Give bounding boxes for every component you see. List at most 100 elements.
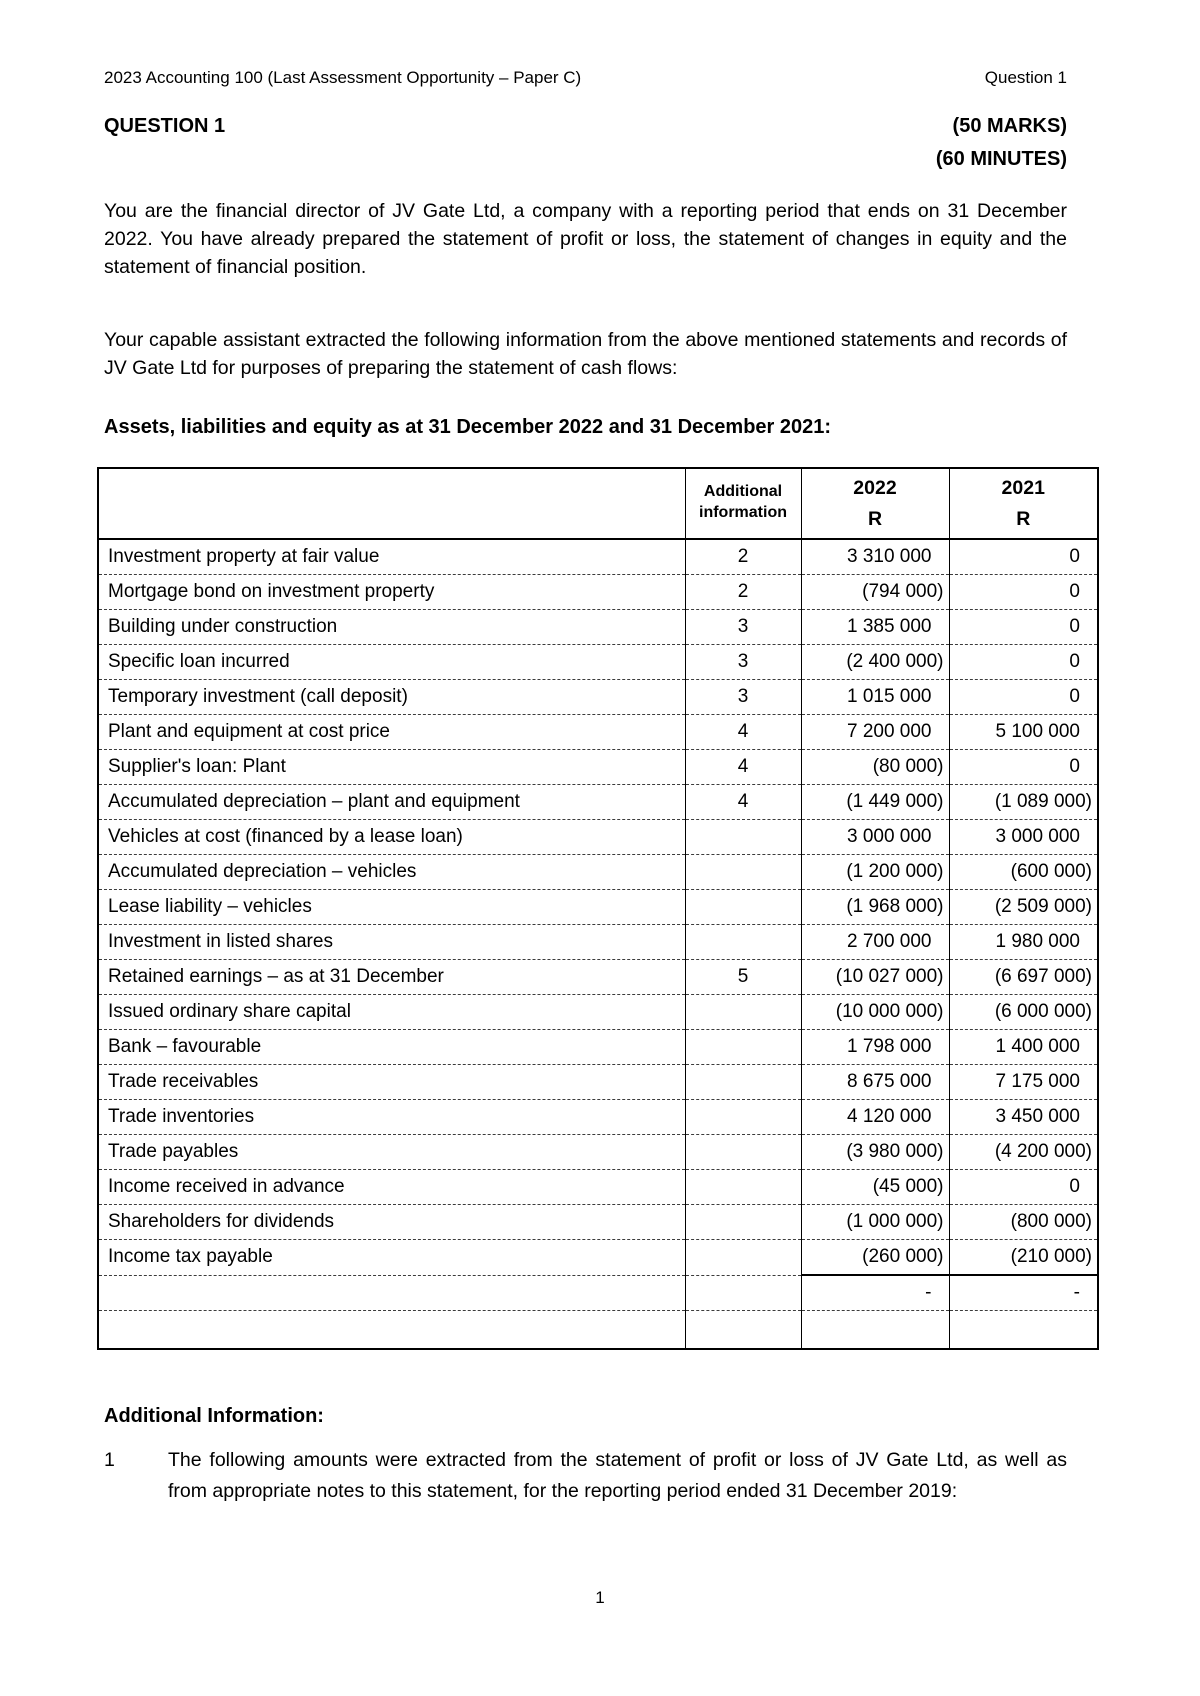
row-info-cell: 4 [684,784,802,820]
row-info-cell [684,1029,802,1065]
row-2021-cell: (600 000) [948,854,1099,890]
row-label-cell: Accumulated depreciation – vehicles [97,854,686,890]
row-label-cell [97,1274,686,1311]
row-info-cell [684,1204,802,1240]
row-2021-cell: 0 [948,679,1099,715]
row-2022-cell: - [800,1274,950,1311]
row-2022-cell: (3 980 000) [800,1134,950,1170]
minutes-row: (60 MINUTES) [104,147,1067,171]
row-label-cell: Lease liability – vehicles [97,889,686,925]
row-label-cell: Investment property at fair value [97,538,686,575]
marks-label: (50 MARKS) [952,115,1067,137]
header-question-label: Question 1 [984,68,1067,87]
table-heading: Assets, liabilities and equity as at 31 … [104,416,832,438]
row-info-cell [684,854,802,890]
row-2021-cell: 7 175 000 [948,1064,1099,1100]
row-info-cell [684,924,802,960]
table-row: Retained earnings – as at 31 December 5 … [97,959,1099,995]
row-2021-cell: (2 509 000) [948,889,1099,925]
row-label-cell: Accumulated depreciation – plant and equ… [97,784,686,820]
additional-info-line1: Additional [703,483,783,500]
currency-2022-label: R [867,508,883,530]
year-2022-column-header: 2022 R [800,467,950,540]
row-2022-cell: (1 968 000) [800,889,950,925]
row-2022-cell: 1 015 000 [800,679,950,715]
question-title: QUESTION 1 [104,115,226,137]
table-row: Trade inventories 4 120 000 3 450 000 [97,1099,1099,1135]
row-2021-cell: (800 000) [948,1204,1099,1240]
row-label-cell: Issued ordinary share capital [97,994,686,1030]
row-2022-cell: 4 120 000 [800,1099,950,1135]
row-2021-cell: (6 697 000) [948,959,1099,995]
row-label-cell: Investment in listed shares [97,924,686,960]
table-row: Investment property at fair value 2 3 31… [97,538,1099,575]
row-info-cell [684,1134,802,1170]
row-2022-cell: (260 000) [800,1239,950,1276]
row-2022-cell: 1 798 000 [800,1029,950,1065]
year-2021-column-header: 2021 R [948,467,1099,540]
table-row: Temporary investment (call deposit) 3 1 … [97,679,1099,715]
row-2021-cell: 1 400 000 [948,1029,1099,1065]
row-2021-cell: (6 000 000) [948,994,1099,1030]
balance-table-body: Investment property at fair value 2 3 31… [97,538,1099,1349]
row-label-cell: Income tax payable [97,1239,686,1275]
intro-paragraph: You are the financial director of JV Gat… [104,200,1067,278]
row-2022-cell [800,1310,950,1349]
row-2022-cell: (1 200 000) [800,854,950,890]
document-header: 2023 Accounting 100 (Last Assessment Opp… [104,68,1067,88]
table-row: Specific loan incurred 3 (2 400 000) 0 [97,644,1099,680]
row-2022-cell: (10 027 000) [800,959,950,995]
table-row: Supplier's loan: Plant 4 (80 000) 0 [97,749,1099,785]
row-info-cell [684,1274,802,1311]
row-2022-cell: 1 385 000 [800,609,950,645]
row-info-cell: 3 [684,644,802,680]
row-2021-cell: 0 [948,1169,1099,1205]
table-header-row: Additional information 2022 R 2021 R [97,467,1099,540]
row-2021-cell: 0 [948,574,1099,610]
row-2022-cell: 3 310 000 [800,538,950,575]
row-label-cell: Retained earnings – as at 31 December [97,959,686,995]
page-number: 1 [595,1588,605,1607]
row-info-cell: 4 [684,749,802,785]
row-info-cell [684,1169,802,1205]
row-info-cell: 4 [684,714,802,750]
table-row: Lease liability – vehicles (1 968 000) (… [97,889,1099,925]
row-info-cell [684,889,802,925]
table-row: - - [97,1274,1099,1311]
note-1-text: The following amounts were extracted fro… [168,1449,1067,1502]
row-2021-cell: 1 980 000 [948,924,1099,960]
table-row: Plant and equipment at cost price 4 7 20… [97,714,1099,750]
note-1-number: 1 [104,1449,115,1471]
row-2022-cell: (80 000) [800,749,950,785]
year-2022-label: 2022 [853,477,897,499]
row-info-cell [684,1064,802,1100]
row-2021-cell: - [948,1274,1099,1311]
table-row: Income tax payable (260 000) (210 000) [97,1239,1099,1276]
row-label-cell: Building under construction [97,609,686,645]
table-row: Accumulated depreciation – vehicles (1 2… [97,854,1099,890]
row-info-cell [684,994,802,1030]
row-label-cell: Vehicles at cost (financed by a lease lo… [97,819,686,855]
row-info-cell: 3 [684,679,802,715]
row-2022-cell: (2 400 000) [800,644,950,680]
row-label-cell: Temporary investment (call deposit) [97,679,686,715]
assistant-paragraph: Your capable assistant extracted the fol… [104,329,1067,379]
row-2022-cell: 8 675 000 [800,1064,950,1100]
row-info-cell [684,819,802,855]
row-2022-cell: (45 000) [800,1169,950,1205]
row-2021-cell: (1 089 000) [948,784,1099,820]
table-row [97,1310,1099,1349]
table-row: Income received in advance (45 000) 0 [97,1169,1099,1205]
row-info-cell: 5 [684,959,802,995]
row-info-cell [684,1099,802,1135]
additional-info-line2: information [699,504,787,521]
row-info-cell [684,1310,802,1349]
row-2022-cell: (1 449 000) [800,784,950,820]
row-label-cell: Shareholders for dividends [97,1204,686,1240]
table-row: Issued ordinary share capital (10 000 00… [97,994,1099,1030]
table-row: Building under construction 3 1 385 000 … [97,609,1099,645]
row-info-cell: 2 [684,574,802,610]
row-label-cell: Bank – favourable [97,1029,686,1065]
row-info-cell [684,1239,802,1275]
